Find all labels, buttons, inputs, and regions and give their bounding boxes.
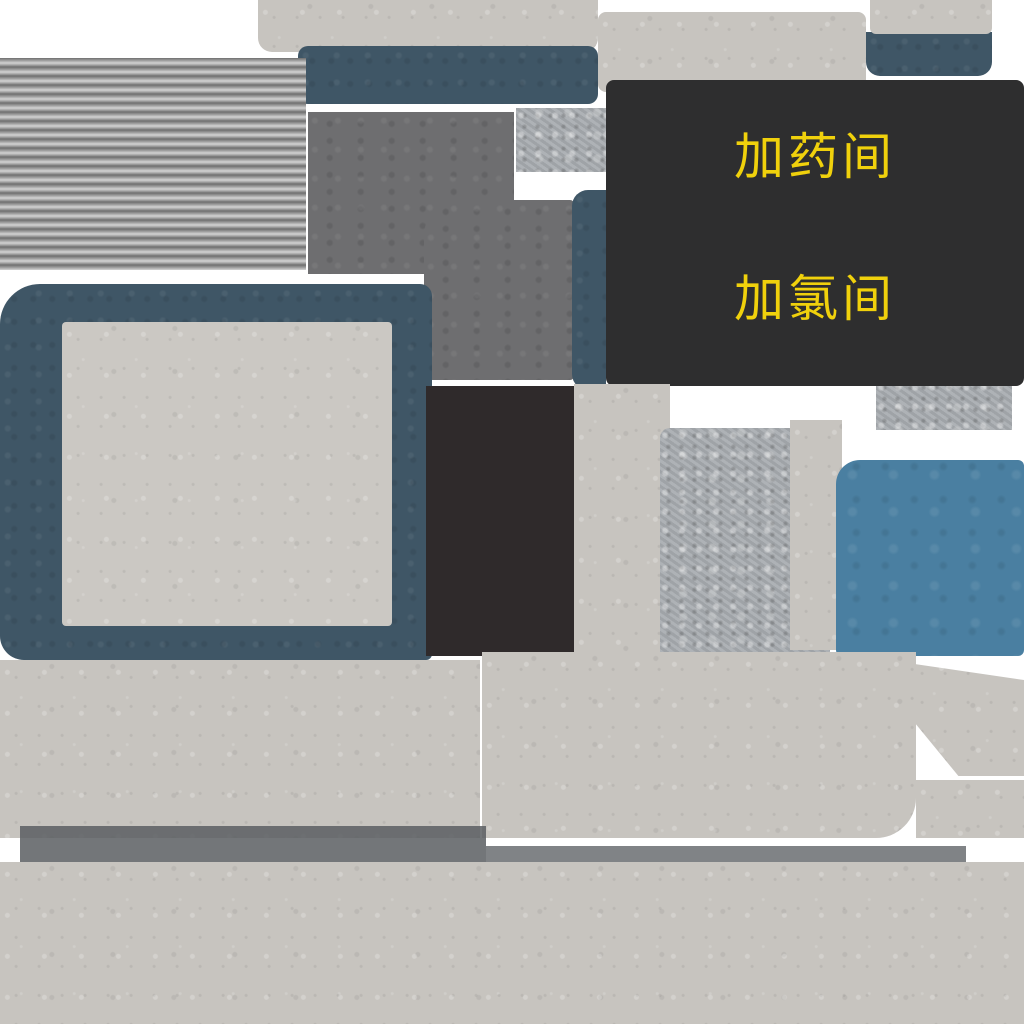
dark-gray-block-lower [424, 200, 574, 380]
blue-panel [836, 460, 1024, 656]
divider-band-left [20, 826, 486, 862]
concrete-floor-right [916, 780, 1024, 838]
room-sign: 加药间 加氯间 [606, 80, 1024, 386]
top-slate-corner [866, 32, 992, 76]
sign-label-dosing-room: 加药间 [734, 128, 896, 186]
concrete-strip-right [790, 420, 842, 650]
concrete-floor-left [0, 660, 480, 838]
dark-brown-panel [426, 386, 574, 656]
concrete-inset-panel [62, 322, 392, 626]
corrugated-metal-panel [0, 58, 306, 270]
concrete-floor-mid [482, 652, 916, 838]
top-concrete-strip-mid [598, 12, 866, 92]
top-slate-band [298, 46, 598, 104]
divider-line-right [486, 846, 966, 862]
concrete-column [574, 384, 670, 654]
top-concrete-strip-left [258, 0, 598, 52]
concrete-floor-bottom [0, 862, 1024, 1024]
stone-tile-small-top [516, 108, 608, 172]
top-concrete-tab-right [870, 0, 992, 34]
slate-strip-vertical [572, 190, 606, 390]
sign-label-chlorination-room: 加氯间 [734, 270, 896, 328]
stone-tile-small-right [876, 380, 1012, 430]
